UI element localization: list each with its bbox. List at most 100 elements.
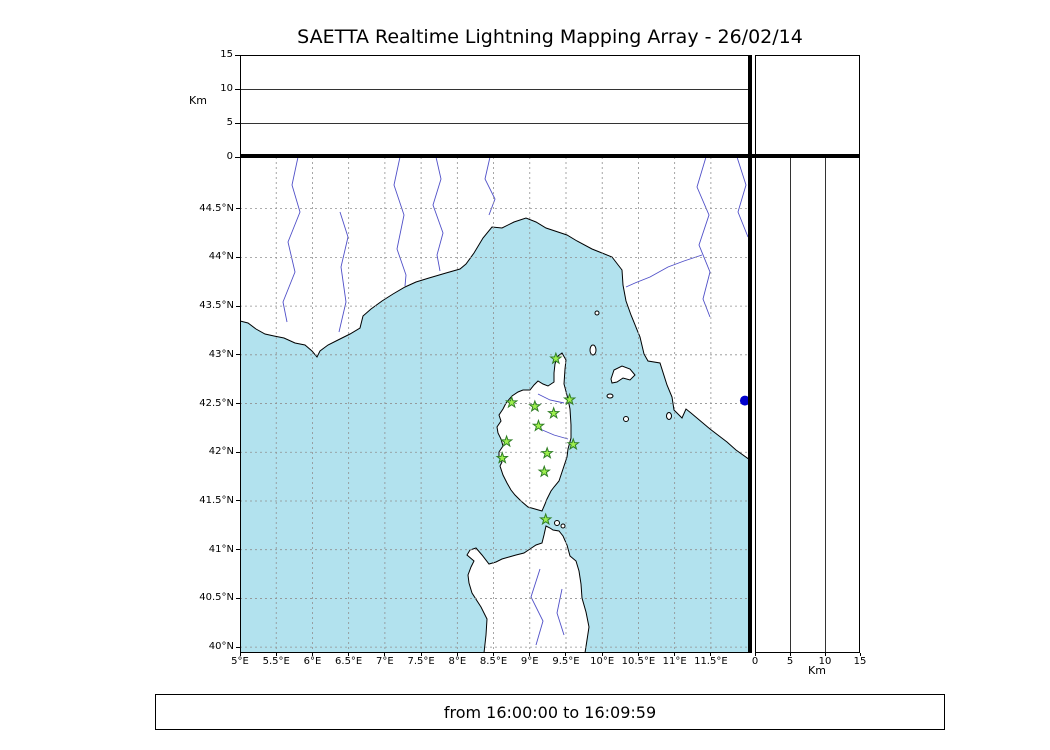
altitude-tick-label: 5 [226, 117, 233, 128]
altitude-longitude-panel [240, 55, 750, 157]
histogram-panel [755, 55, 860, 157]
river [484, 156, 496, 216]
km-tick-mark [754, 653, 756, 656]
lat-tick-label: 40.5°N [199, 592, 234, 604]
river [432, 156, 444, 272]
lon-tick-mark [384, 653, 386, 656]
km-tick-label: 15 [853, 656, 867, 667]
lon-tick-label: 10.5°E [621, 656, 656, 667]
map-svg [239, 156, 751, 654]
lat-tick-label: 44°N [208, 251, 234, 263]
km-tick-label: 5 [786, 656, 794, 667]
lat-tick-mark [236, 451, 240, 453]
lon-tick-mark [601, 653, 603, 656]
lon-tick-mark [275, 653, 277, 656]
time-range-text: from 16:00:00 to 16:09:59 [443, 702, 657, 722]
altitude-tick-label: 15 [220, 49, 233, 60]
time-range-box: from 16:00:00 to 16:09:59 [155, 694, 945, 730]
lma-station-marker [499, 434, 514, 448]
lightning-source-marker [739, 395, 750, 406]
distance-axis-label: Km [808, 664, 826, 677]
lma-station-marker [531, 418, 546, 432]
giglio-island [666, 412, 672, 420]
lat-tick-mark [236, 403, 240, 405]
river [282, 156, 301, 323]
lat-tick-label: 40°N [208, 641, 234, 653]
lon-tick-label: 11.5°E [694, 656, 728, 667]
altitude-latitude-panel [755, 157, 860, 653]
lat-tick-label: 43°N [208, 348, 234, 360]
lma-station-marker [547, 406, 561, 419]
altitude-axis-label: Km [189, 94, 207, 107]
altitude-tick-label: 0 [226, 151, 233, 162]
altitude-tick-mark [235, 156, 240, 158]
lon-tick-mark [674, 653, 676, 656]
lat-tick-label: 43.5°N [199, 300, 234, 312]
river [393, 156, 407, 287]
map-panel [239, 156, 751, 654]
lon-tick-mark [239, 653, 241, 656]
lma-station-marker [528, 399, 542, 413]
lat-tick-label: 41°N [208, 543, 234, 555]
lon-tick-label: 8.5°E [479, 656, 508, 667]
river [537, 393, 565, 404]
altitude-tick-label: 10 [220, 83, 233, 94]
lon-tick-label: 8°E [448, 656, 467, 667]
lat-tick-mark [236, 549, 240, 551]
lon-tick-mark [456, 653, 458, 656]
lma-station-marker [540, 446, 554, 459]
km-tick-label: 0 [751, 656, 759, 667]
altitude-tick-mark [235, 54, 240, 56]
lon-tick-label: 6.5°E [335, 656, 363, 667]
lon-tick-mark [420, 653, 422, 656]
lma-station-marker [549, 351, 563, 365]
corsica-coast [496, 352, 572, 512]
lat-tick-mark [236, 500, 240, 502]
river [556, 588, 565, 636]
altitude-gridline-10km [824, 158, 826, 652]
lon-tick-label: 5.5°E [262, 656, 290, 667]
altitude-gridline-10km [241, 89, 749, 91]
lat-tick-mark [236, 256, 240, 258]
maddalena-island [554, 520, 560, 526]
lon-tick-label: 11°E [662, 656, 687, 667]
lat-tick-mark [236, 646, 240, 648]
km-tick-label: 10 [818, 656, 832, 667]
thick-horizontal-divider [240, 154, 860, 158]
elba-island [610, 365, 636, 384]
lon-tick-mark [529, 653, 531, 656]
lon-tick-mark [710, 653, 712, 656]
pianosa-island [606, 393, 614, 399]
km-tick-mark [789, 653, 791, 656]
lma-station-marker [537, 464, 551, 478]
river-layer [282, 156, 749, 646]
lon-tick-label: 7°E [376, 656, 394, 667]
lat-tick-mark [236, 354, 240, 356]
lon-tick-mark [348, 653, 350, 656]
lma-station-marker [495, 451, 509, 464]
thick-vertical-divider [748, 55, 752, 653]
lma-station-marker [562, 392, 577, 406]
lat-tick-mark [236, 208, 240, 210]
altitude-tick-mark [235, 88, 240, 90]
stations-layer [495, 351, 580, 526]
altitude-gridline-5km [241, 122, 749, 124]
altitude-tick-mark [235, 122, 240, 124]
km-tick-mark [824, 653, 826, 656]
lat-tick-label: 44.5°N [199, 202, 234, 214]
lon-tick-mark [637, 653, 639, 656]
lon-tick-label: 9°E [520, 656, 539, 667]
caprera-island [560, 523, 566, 529]
sources-layer [739, 395, 750, 406]
lat-tick-label: 41.5°N [199, 494, 234, 506]
altitude-gridline-5km [790, 158, 792, 652]
lat-tick-label: 42°N [208, 446, 234, 458]
lma-station-marker [504, 395, 519, 409]
lon-tick-mark [493, 653, 495, 656]
lat-tick-mark [236, 597, 240, 599]
river [539, 428, 569, 440]
montecristo-island [623, 416, 629, 422]
map-grid-layer [239, 157, 750, 653]
lat-tick-mark [236, 305, 240, 307]
